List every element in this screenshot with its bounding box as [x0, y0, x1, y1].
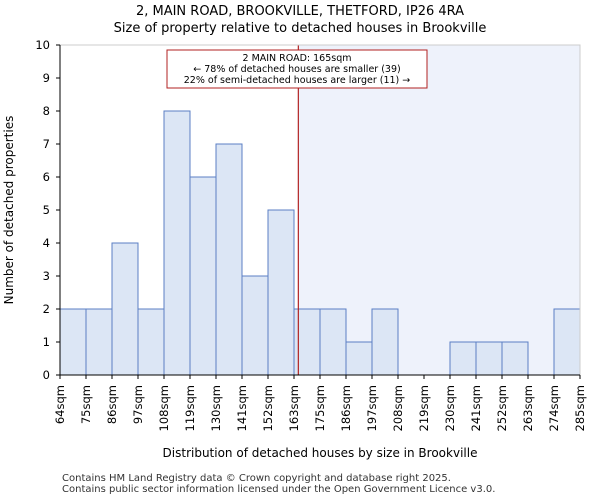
y-tick-label: 10 — [35, 38, 50, 52]
y-tick-label: 8 — [43, 104, 50, 118]
y-tick-label: 1 — [43, 335, 50, 349]
x-tick-label: 186sqm — [339, 385, 353, 431]
bar-230sqm — [449, 341, 477, 376]
bars-group — [59, 110, 581, 376]
x-tick-label: 285sqm — [573, 385, 587, 431]
x-ticks-group: 64sqm 75sqm 86sqm 97sqm 108sqm 119sqm 130sqm 14… — [53, 375, 587, 431]
footer-line-1: Contains HM Land Registry data © Crown c… — [62, 473, 451, 484]
chart-title: 2, MAIN ROAD, BROOKVILLE, THETFORD, IP26… — [136, 4, 464, 19]
y-tick-label: 5 — [43, 203, 50, 217]
x-tick-label: 208sqm — [391, 385, 405, 431]
bar-186sqm — [345, 341, 373, 376]
bar-274sqm — [553, 308, 581, 376]
y-axis-title: Number of detached properties — [2, 116, 16, 305]
x-tick-label: 241sqm — [469, 385, 483, 431]
x-tick-label: 130sqm — [209, 385, 223, 431]
x-tick-label: 75sqm — [79, 385, 93, 424]
bar-97sqm — [137, 308, 165, 376]
x-axis-title: Distribution of detached houses by size … — [163, 446, 478, 460]
bar-64sqm — [59, 308, 87, 376]
x-tick-label: 141sqm — [235, 385, 249, 431]
annotation-border — [166, 49, 428, 89]
bar-130sqm — [215, 143, 243, 376]
bar-197sqm — [371, 308, 399, 376]
x-tick-label: 175sqm — [313, 385, 327, 431]
annotation-line-1: 2 MAIN ROAD: 165sqm — [243, 53, 352, 64]
y-ticks-group: 0 1 2 3 4 5 6 7 8 9 10 — [35, 38, 60, 382]
y-tick-label: 7 — [43, 137, 50, 151]
x-tick-label: 97sqm — [131, 385, 145, 424]
x-tick-label: 219sqm — [417, 385, 431, 431]
y-tick-label: 6 — [43, 170, 50, 184]
annotation-box: 2 MAIN ROAD: 165sqm ← 78% of detached ho… — [166, 49, 428, 89]
annotation-line-3: 22% of semi-detached houses are larger (… — [184, 75, 411, 86]
annotation-line-2: ← 78% of detached houses are smaller (39… — [193, 64, 400, 75]
y-tick-label: 0 — [43, 368, 50, 382]
x-tick-label: 152sqm — [261, 385, 275, 431]
bar-175sqm — [319, 308, 347, 376]
footer-line-2: Contains public sector information licen… — [62, 484, 496, 495]
bar-119sqm — [189, 176, 217, 376]
bar-75sqm — [85, 308, 113, 376]
bar-86sqm — [111, 242, 139, 376]
x-tick-label: 274sqm — [547, 385, 561, 431]
x-tick-label: 119sqm — [183, 385, 197, 431]
y-tick-label: 4 — [43, 236, 50, 250]
bar-152sqm — [267, 209, 295, 376]
x-tick-label: 64sqm — [53, 385, 67, 424]
bar-108sqm — [163, 110, 191, 376]
y-tick-label: 3 — [43, 269, 50, 283]
chart-subtitle: Size of property relative to detached ho… — [114, 21, 487, 36]
bar-141sqm — [241, 275, 269, 376]
bar-241sqm — [475, 341, 503, 376]
x-tick-label: 163sqm — [287, 385, 301, 431]
x-tick-label: 86sqm — [105, 385, 119, 424]
x-tick-label: 108sqm — [157, 385, 171, 431]
x-tick-label: 252sqm — [495, 385, 509, 431]
x-tick-label: 197sqm — [365, 385, 379, 431]
y-tick-label: 2 — [43, 302, 50, 316]
y-tick-label: 9 — [43, 71, 50, 85]
bar-252sqm — [501, 341, 529, 376]
x-tick-label: 263sqm — [521, 385, 535, 431]
x-tick-label: 230sqm — [443, 385, 457, 431]
